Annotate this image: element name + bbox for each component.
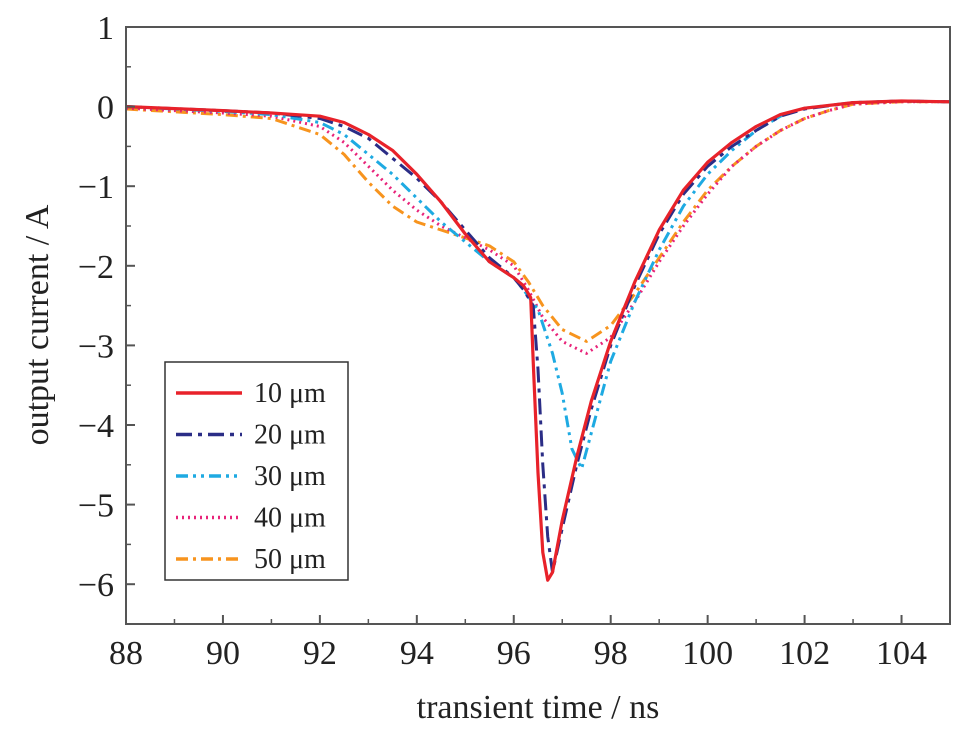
x-tick-label: 102 bbox=[779, 635, 830, 672]
y-tick-label: 1 bbox=[97, 10, 114, 47]
x-tick-label: 104 bbox=[876, 635, 927, 672]
x-tick-label: 96 bbox=[497, 635, 531, 672]
legend-label: 20 μm bbox=[254, 420, 326, 451]
x-tick-label: 100 bbox=[682, 635, 733, 672]
legend-box bbox=[164, 361, 349, 581]
y-tick-label: 0 bbox=[97, 90, 114, 127]
y-tick-label: −1 bbox=[78, 169, 114, 206]
y-tick-label: −5 bbox=[78, 488, 114, 525]
y-tick-label: −3 bbox=[78, 328, 114, 365]
legend: 10 μm 20 μm 30 μm 40 μm 50 μm bbox=[164, 361, 349, 581]
x-tick-labels: 88 90 92 94 96 98 100 102 104 bbox=[109, 635, 927, 672]
legend-label: 50 μm bbox=[254, 544, 326, 575]
tick-layer bbox=[125, 26, 951, 625]
x-axis-title: transient time / ns bbox=[417, 689, 660, 726]
series-layer bbox=[125, 99, 951, 582]
y-axis-title: output current / A bbox=[19, 204, 56, 445]
legend-label: 30 μm bbox=[254, 461, 326, 492]
x-tick-label: 98 bbox=[594, 635, 628, 672]
plot-frame bbox=[125, 26, 951, 625]
series-line-4 bbox=[125, 100, 950, 355]
x-tick-label: 92 bbox=[303, 635, 337, 672]
x-tick-label: 88 bbox=[109, 635, 143, 672]
y-tick-labels: 1 0 −1 −2 −3 −4 −5 −6 bbox=[78, 10, 114, 604]
series-line-5 bbox=[125, 100, 950, 343]
y-tick-label: −2 bbox=[78, 249, 114, 286]
x-tick-label: 94 bbox=[400, 635, 434, 672]
y-tick-label: −6 bbox=[78, 567, 114, 604]
legend-label: 40 μm bbox=[254, 503, 326, 534]
legend-label: 10 μm bbox=[254, 378, 326, 409]
series-line-1 bbox=[125, 99, 951, 582]
series-line-2 bbox=[125, 99, 951, 574]
series-line-3 bbox=[125, 99, 951, 471]
x-tick-label: 90 bbox=[206, 635, 240, 672]
y-tick-label: −4 bbox=[78, 408, 114, 445]
